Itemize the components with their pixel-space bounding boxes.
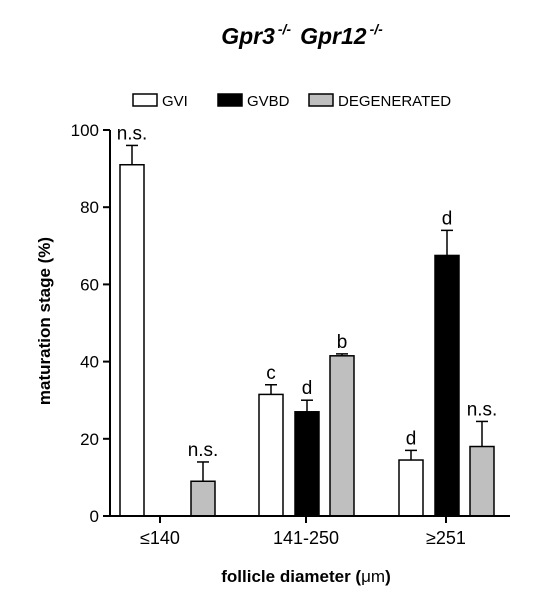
title-gene-1: Gpr3 xyxy=(221,23,275,49)
title-sup-2: -/- xyxy=(370,21,384,37)
legend-swatch-gvbd xyxy=(217,93,243,107)
legend-swatch-degenerated xyxy=(308,93,334,107)
x-tick-label: ≥251 xyxy=(426,528,466,548)
significance-label: c xyxy=(266,363,276,384)
bar-gvbd-2 xyxy=(434,254,460,517)
x-tick-label: ≤140 xyxy=(140,528,180,548)
y-tick-label: 20 xyxy=(80,430,99,449)
title-gene-2: Gpr12 xyxy=(300,23,367,49)
significance-label: n.s. xyxy=(188,440,219,461)
bar-gvi-1 xyxy=(258,393,284,517)
title-sup-1: -/- xyxy=(278,21,292,37)
significance-label: d xyxy=(406,428,417,449)
y-axis-label: maturation stage (%) xyxy=(35,237,54,405)
legend-swatch-gvi xyxy=(132,93,158,107)
y-tick-label: 40 xyxy=(80,353,99,372)
x-tick-label: 141-250 xyxy=(273,528,339,548)
legend-label: DEGENERATED xyxy=(338,93,451,110)
x-axis-label: follicle diameter (μm) xyxy=(221,567,390,586)
x-axis-label-prefix: follicle diameter ( xyxy=(221,567,361,586)
bar-gvbd-1 xyxy=(294,411,320,517)
bar-gvi-2 xyxy=(398,459,424,517)
x-axis-label-suffix: ) xyxy=(385,567,391,586)
bar-degenerated-2 xyxy=(469,445,495,517)
x-axis-label-unit: μm xyxy=(361,567,385,586)
bar-degenerated-0 xyxy=(190,480,216,517)
y-axis: 0 20 40 60 80 100 xyxy=(71,121,110,526)
significance-label: n.s. xyxy=(467,399,498,420)
bar-degenerated-1 xyxy=(329,355,355,517)
significance-label: b xyxy=(337,332,348,353)
y-tick-label: 0 xyxy=(90,507,99,526)
y-tick-label: 80 xyxy=(80,198,99,217)
x-axis: ≤140 141-250 ≥251 xyxy=(140,516,466,548)
bar-gvi-0 xyxy=(119,163,145,517)
chart-title: Gpr3 -/- Gpr12 -/- xyxy=(221,21,383,49)
significance-label: d xyxy=(302,378,313,399)
y-tick-label: 60 xyxy=(80,275,99,294)
bars: n.s. c d d d n.s. b n.s. xyxy=(117,123,498,517)
y-tick-label: 100 xyxy=(71,121,99,140)
legend-label: GVBD xyxy=(247,93,290,110)
legend: GVI GVBD DEGENERATED xyxy=(132,93,451,110)
legend-label: GVI xyxy=(162,93,188,110)
significance-label: d xyxy=(442,208,453,229)
significance-label: n.s. xyxy=(117,123,148,144)
